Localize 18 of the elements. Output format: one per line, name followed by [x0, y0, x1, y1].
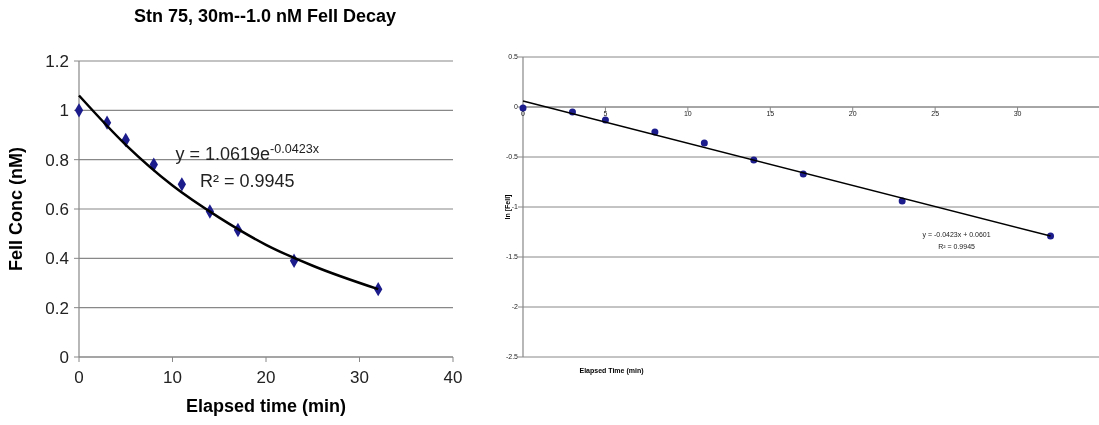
- y-tick-label: 0.6: [45, 199, 69, 219]
- x-tick-label: 30: [350, 368, 369, 387]
- x-tick-label: 20: [256, 368, 276, 387]
- annotation: y = 1.0619e$^{-0.0423x}$: [175, 141, 320, 164]
- y-tick-label: 1: [59, 101, 69, 121]
- y-tick-label: 0.4: [45, 249, 69, 269]
- x-axis-title: Elapsed time (min): [185, 396, 347, 416]
- y-axis-title: FeII Conc (nM): [6, 147, 26, 271]
- y-tick-label: 1.2: [45, 51, 69, 71]
- x-tick-label: 40: [443, 368, 463, 387]
- y-tick-label: 0: [59, 347, 69, 367]
- chart-title: Stn 75, 30m--1.0 nM FeII Decay: [133, 6, 397, 26]
- x-tick-label: 0: [74, 368, 84, 387]
- y-tick-label: 0.8: [45, 150, 69, 170]
- x-tick-label: 10: [163, 368, 182, 387]
- point: [700, 139, 708, 147]
- annotation: R² = 0.9945: [200, 170, 295, 191]
- y-tick-label: 0.2: [45, 298, 69, 318]
